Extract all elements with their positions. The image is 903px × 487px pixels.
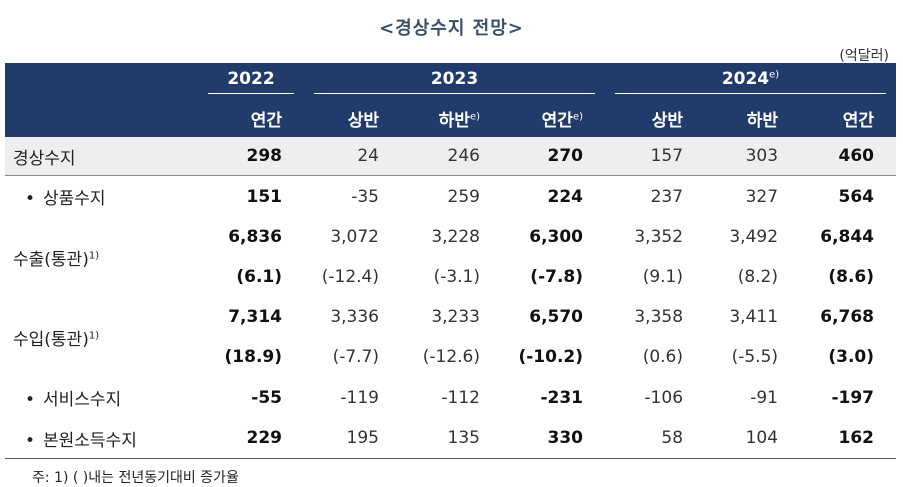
bullet-icon: • bbox=[24, 189, 36, 209]
cell: 237 bbox=[650, 186, 684, 207]
header-period: 하반e) bbox=[438, 110, 480, 131]
cell: 270 bbox=[502, 137, 606, 176]
cell: 259 bbox=[447, 186, 480, 207]
cell: 195 bbox=[304, 418, 401, 459]
row-imports: 수입(통관)1) 7,314 3,336 3,233 6,570 3,358 3… bbox=[5, 297, 896, 350]
cell: (3.0) bbox=[828, 347, 875, 367]
cell: 564 bbox=[838, 186, 875, 207]
cell: (8.2) bbox=[737, 267, 779, 287]
cell: 3,228 bbox=[431, 227, 480, 247]
row-label: 수출(통관)1) bbox=[13, 249, 100, 270]
row-label: • 상품수지 bbox=[5, 176, 198, 218]
row-goods: • 상품수지 151 -35 259 224 237 327 564 bbox=[5, 176, 896, 218]
cell: 303 bbox=[705, 137, 801, 176]
cell: (6.1) bbox=[236, 267, 282, 287]
cell: 330 bbox=[502, 418, 606, 459]
row-exports: 수출(통관)1) 6,836 3,072 3,228 6,300 3,352 3… bbox=[5, 217, 896, 270]
cell: (-5.5) bbox=[731, 347, 779, 367]
cell: (8.6) bbox=[828, 267, 875, 287]
cell: 327 bbox=[745, 186, 779, 207]
cell: 6,300 bbox=[529, 227, 584, 247]
cell: 3,336 bbox=[330, 307, 379, 327]
cell: 246 bbox=[401, 137, 502, 176]
header-period: 하반 bbox=[746, 110, 779, 131]
cell: -112 bbox=[441, 387, 480, 408]
header-year-2022: 2022 bbox=[198, 63, 304, 99]
cell: 3,352 bbox=[634, 227, 684, 247]
cell: (-7.7) bbox=[332, 347, 379, 367]
row-label: 수입(통관)1) bbox=[13, 329, 100, 350]
header-year-2023: 2023 bbox=[304, 63, 605, 99]
bullet-icon: • bbox=[24, 390, 36, 410]
cell: (-12.4) bbox=[321, 267, 379, 287]
row-label: 경상수지 bbox=[5, 137, 198, 176]
cell: 3,072 bbox=[330, 227, 379, 247]
cell: 157 bbox=[605, 137, 706, 176]
cell: 3,233 bbox=[431, 307, 480, 327]
header-period: 연간 bbox=[842, 110, 875, 131]
header-period: 상반 bbox=[651, 110, 684, 131]
cell: -35 bbox=[351, 186, 379, 207]
table-title: <경상수지 전망> bbox=[379, 18, 524, 39]
cell: 24 bbox=[304, 137, 401, 176]
cell: 3,358 bbox=[634, 307, 684, 327]
cell: -91 bbox=[750, 387, 779, 408]
cell: (-12.6) bbox=[422, 347, 480, 367]
cell: 135 bbox=[401, 418, 502, 459]
cell: 7,314 bbox=[228, 307, 282, 327]
cell: 298 bbox=[198, 137, 304, 176]
cell: -197 bbox=[831, 387, 875, 408]
header-period: 상반 bbox=[347, 110, 379, 131]
header-row-periods: 연간 상반 하반e) 연간e) 상반 하반 연간 bbox=[5, 99, 897, 137]
cell: (9.1) bbox=[642, 267, 684, 287]
cell: 460 bbox=[800, 137, 897, 176]
cell: (-3.1) bbox=[433, 267, 480, 287]
cell: 162 bbox=[800, 418, 897, 459]
cell: -106 bbox=[644, 387, 684, 408]
row-primary-income: • 본원소득수지 229 195 135 330 58 104 162 bbox=[5, 418, 897, 459]
cell: 58 bbox=[605, 418, 706, 459]
cell: 6,844 bbox=[820, 227, 875, 247]
current-account-forecast-table: 2022 2023 2024e) 연간 상반 하반e) 연간e) 상반 하반 연… bbox=[5, 63, 897, 459]
cell: (18.9) bbox=[224, 347, 282, 367]
cell: -119 bbox=[340, 387, 379, 408]
row-label: • 본원소득수지 bbox=[5, 418, 198, 459]
cell: 6,836 bbox=[228, 227, 282, 247]
header-blank-2 bbox=[5, 99, 198, 137]
bullet-icon: • bbox=[24, 430, 36, 451]
cell: 224 bbox=[547, 186, 584, 207]
cell: (0.6) bbox=[642, 347, 684, 367]
cell: 229 bbox=[198, 418, 304, 459]
cell: 6,768 bbox=[820, 307, 875, 327]
header-period: 연간 bbox=[250, 110, 282, 131]
header-period: 연간e) bbox=[541, 110, 584, 131]
cell: (-7.8) bbox=[530, 267, 584, 287]
header-row-years: 2022 2023 2024e) bbox=[5, 63, 897, 99]
cell: 6,570 bbox=[529, 307, 584, 327]
cell: 104 bbox=[705, 418, 801, 459]
unit-label: (억달러) bbox=[839, 48, 889, 64]
row-services: • 서비스수지 -55 -119 -112 -231 -106 -91 -197 bbox=[5, 377, 896, 418]
cell: -231 bbox=[540, 387, 584, 408]
cell: 3,411 bbox=[729, 307, 779, 327]
cell: 3,492 bbox=[729, 227, 779, 247]
header-blank bbox=[5, 63, 198, 99]
cell: -55 bbox=[251, 387, 282, 408]
row-current-account: 경상수지 298 24 246 270 157 303 460 bbox=[5, 137, 897, 176]
cell: 151 bbox=[246, 186, 283, 207]
row-exports-growth: (6.1) (-12.4) (-3.1) (-7.8) (9.1) (8.2) … bbox=[5, 257, 896, 297]
header-year-2024: 2024e) bbox=[605, 63, 896, 99]
footnote: 주: 1) ( )내는 전년동기대비 증가율 bbox=[32, 470, 239, 486]
cell: (-10.2) bbox=[518, 347, 584, 367]
row-imports-growth: (18.9) (-7.7) (-12.6) (-10.2) (0.6) (-5.… bbox=[5, 337, 896, 377]
row-label: • 서비스수지 bbox=[5, 377, 198, 418]
